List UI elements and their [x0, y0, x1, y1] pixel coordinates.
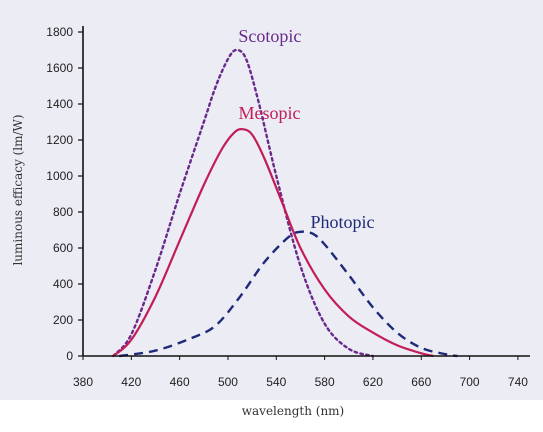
- y-tick-label: 1200: [46, 133, 73, 147]
- x-axis-title: wavelength (nm): [242, 404, 345, 418]
- series-label-scotopic: Scotopic: [238, 26, 301, 46]
- y-axis-title: luminous efficacy (lm/W): [11, 114, 25, 265]
- x-tick-label: 580: [315, 375, 335, 389]
- series-line-mesopic: [112, 128, 434, 358]
- y-tick-label: 400: [53, 277, 73, 291]
- series-label-photopic: Photopic: [310, 212, 374, 232]
- x-tick-label: 540: [266, 375, 286, 389]
- label-layer: Scotopic Mesopic Photopic: [238, 26, 374, 232]
- y-tick-label: 1600: [46, 61, 73, 75]
- y-tick-label: 200: [53, 313, 73, 327]
- y-tick-label: 1000: [46, 169, 73, 183]
- series-label-mesopic: Mesopic: [238, 103, 300, 123]
- x-tick-label: 660: [411, 375, 431, 389]
- series-line-scotopic: [112, 48, 375, 358]
- series-layer: [112, 48, 458, 358]
- y-tick-label: 600: [53, 241, 73, 255]
- x-tick-label: 500: [218, 375, 238, 389]
- x-tick-label: 380: [73, 375, 93, 389]
- x-tick-label: 460: [170, 375, 190, 389]
- y-tick-label: 1800: [46, 25, 73, 39]
- axis-layer: 0 200 400 600 800 1000 1200 1400 1600 1800 380 420 4…: [46, 25, 530, 389]
- y-tick-label: 800: [53, 205, 73, 219]
- x-tick-label: 420: [121, 375, 141, 389]
- plot-background: [0, 0, 543, 400]
- x-tick-label: 620: [363, 375, 383, 389]
- y-tick-label: 1400: [46, 97, 73, 111]
- x-tick-label: 740: [508, 375, 528, 389]
- y-tick-label: 0: [66, 349, 73, 363]
- x-tick-label: 700: [460, 375, 480, 389]
